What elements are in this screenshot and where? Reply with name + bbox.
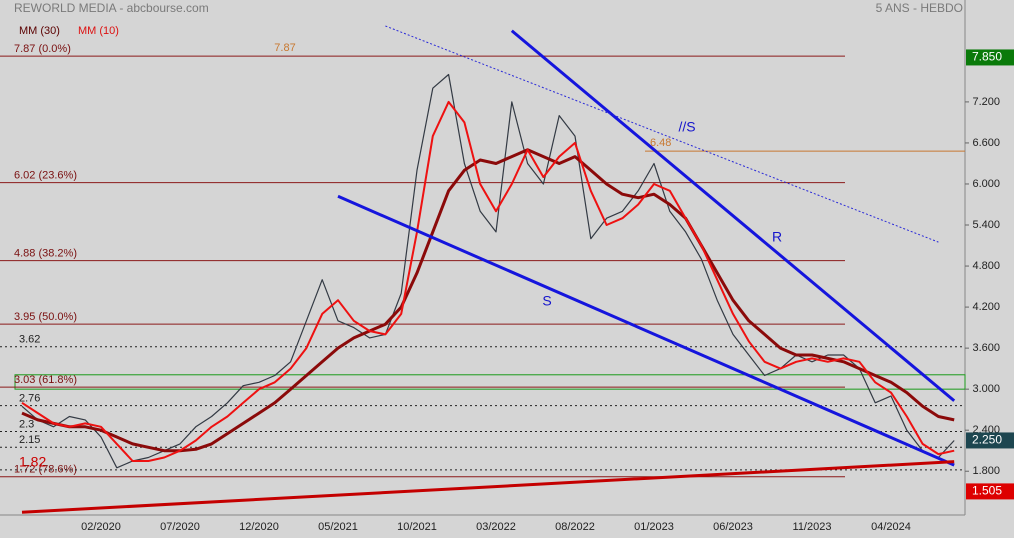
price-tag-label: 2.250 (972, 433, 1002, 447)
x-tick-label: 04/2024 (871, 521, 911, 533)
fib-label: 3.03 (61.8%) (14, 374, 77, 386)
x-tick-label: 03/2022 (476, 521, 516, 533)
y-tick-label: 6.600 (972, 137, 1000, 149)
trendline-label: //S (678, 119, 695, 135)
x-tick-label: 08/2022 (555, 521, 595, 533)
level-label: 3.62 (19, 334, 40, 346)
x-tick-label: 07/2020 (160, 521, 200, 533)
x-tick-label: 12/2020 (239, 521, 279, 533)
green-band (14, 374, 966, 390)
resistance-label: 6.48 (650, 137, 671, 149)
trendline (21, 460, 955, 514)
fib-label: 7.87 (0.0%) (14, 43, 71, 55)
y-tick-label: 1.800 (972, 465, 1000, 477)
price-tag-label: 1.505 (972, 484, 1002, 498)
price-tag (966, 49, 1014, 66)
y-tick-label: 3.600 (972, 342, 1000, 354)
y-tick-label: 6.000 (972, 178, 1000, 190)
x-tick-label: 10/2021 (397, 521, 437, 533)
chart-title: REWORLD MEDIA - abcbourse.com (14, 1, 209, 15)
x-tick-label: 11/2023 (793, 521, 832, 533)
y-tick-label: 5.400 (972, 219, 1000, 231)
x-tick-label: 02/2020 (81, 521, 121, 533)
y-tick-label: 4.800 (972, 260, 1000, 272)
level-label: 2.15 (19, 434, 40, 446)
trendline (337, 194, 955, 467)
price-tag (966, 483, 1014, 500)
fib-label: 6.02 (23.6%) (14, 170, 77, 182)
price-tag (966, 432, 1014, 449)
fib-label: 3.95 (50.0%) (14, 311, 77, 323)
trendline (510, 29, 956, 402)
legend-entry: MM (30) (19, 25, 60, 37)
x-tick-label: 05/2021 (318, 521, 358, 533)
peak-label: 7.87 (274, 42, 295, 54)
trendline (385, 25, 939, 243)
fib-label: 4.88 (38.2%) (14, 247, 77, 259)
x-tick-label: 01/2023 (634, 521, 674, 533)
y-tick-label: 3.000 (972, 383, 1000, 395)
chart-subtitle: 5 ANS - HEBDO (876, 1, 963, 15)
ma-line (21, 100, 955, 462)
y-tick-label: 4.200 (972, 301, 1000, 313)
y-tick-label: 7.200 (972, 96, 1000, 108)
level-label: 2.3 (19, 418, 34, 430)
x-tick-label: 06/2023 (713, 521, 753, 533)
trendline-label: R (772, 229, 782, 245)
level-label: 1.82 (19, 454, 46, 470)
trendline-label: S (542, 293, 551, 309)
level-label: 2.76 (19, 392, 40, 404)
legend-entry: MM (10) (78, 25, 119, 37)
ma-line (21, 148, 955, 453)
price-tag-label: 7.850 (972, 50, 1002, 64)
